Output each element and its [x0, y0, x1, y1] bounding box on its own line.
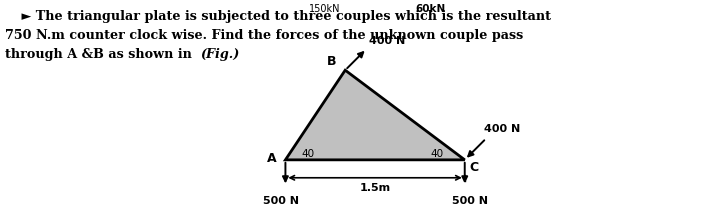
Text: ► The triangular plate is subjected to three couples which is the resultant: ► The triangular plate is subjected to t…	[8, 10, 551, 23]
Text: 40: 40	[430, 149, 444, 159]
Text: 1.5m: 1.5m	[359, 182, 391, 192]
Text: 400 N: 400 N	[484, 123, 520, 134]
Text: 40: 40	[301, 149, 314, 159]
Text: 500 N: 500 N	[451, 196, 487, 206]
Text: C: C	[469, 161, 479, 174]
Text: through A &B as shown in: through A &B as shown in	[5, 48, 197, 61]
Polygon shape	[285, 70, 464, 160]
Text: 400 N: 400 N	[369, 36, 405, 46]
Text: (Fig.): (Fig.)	[200, 48, 239, 61]
Text: 500 N: 500 N	[263, 196, 299, 206]
Text: 750 N.m counter clock wise. Find the forces of the unknown couple pass: 750 N.m counter clock wise. Find the for…	[5, 29, 523, 42]
Text: 150kN: 150kN	[308, 4, 340, 14]
Text: A: A	[267, 152, 277, 165]
Text: B: B	[328, 55, 337, 68]
Text: 60kN: 60kN	[415, 4, 445, 14]
